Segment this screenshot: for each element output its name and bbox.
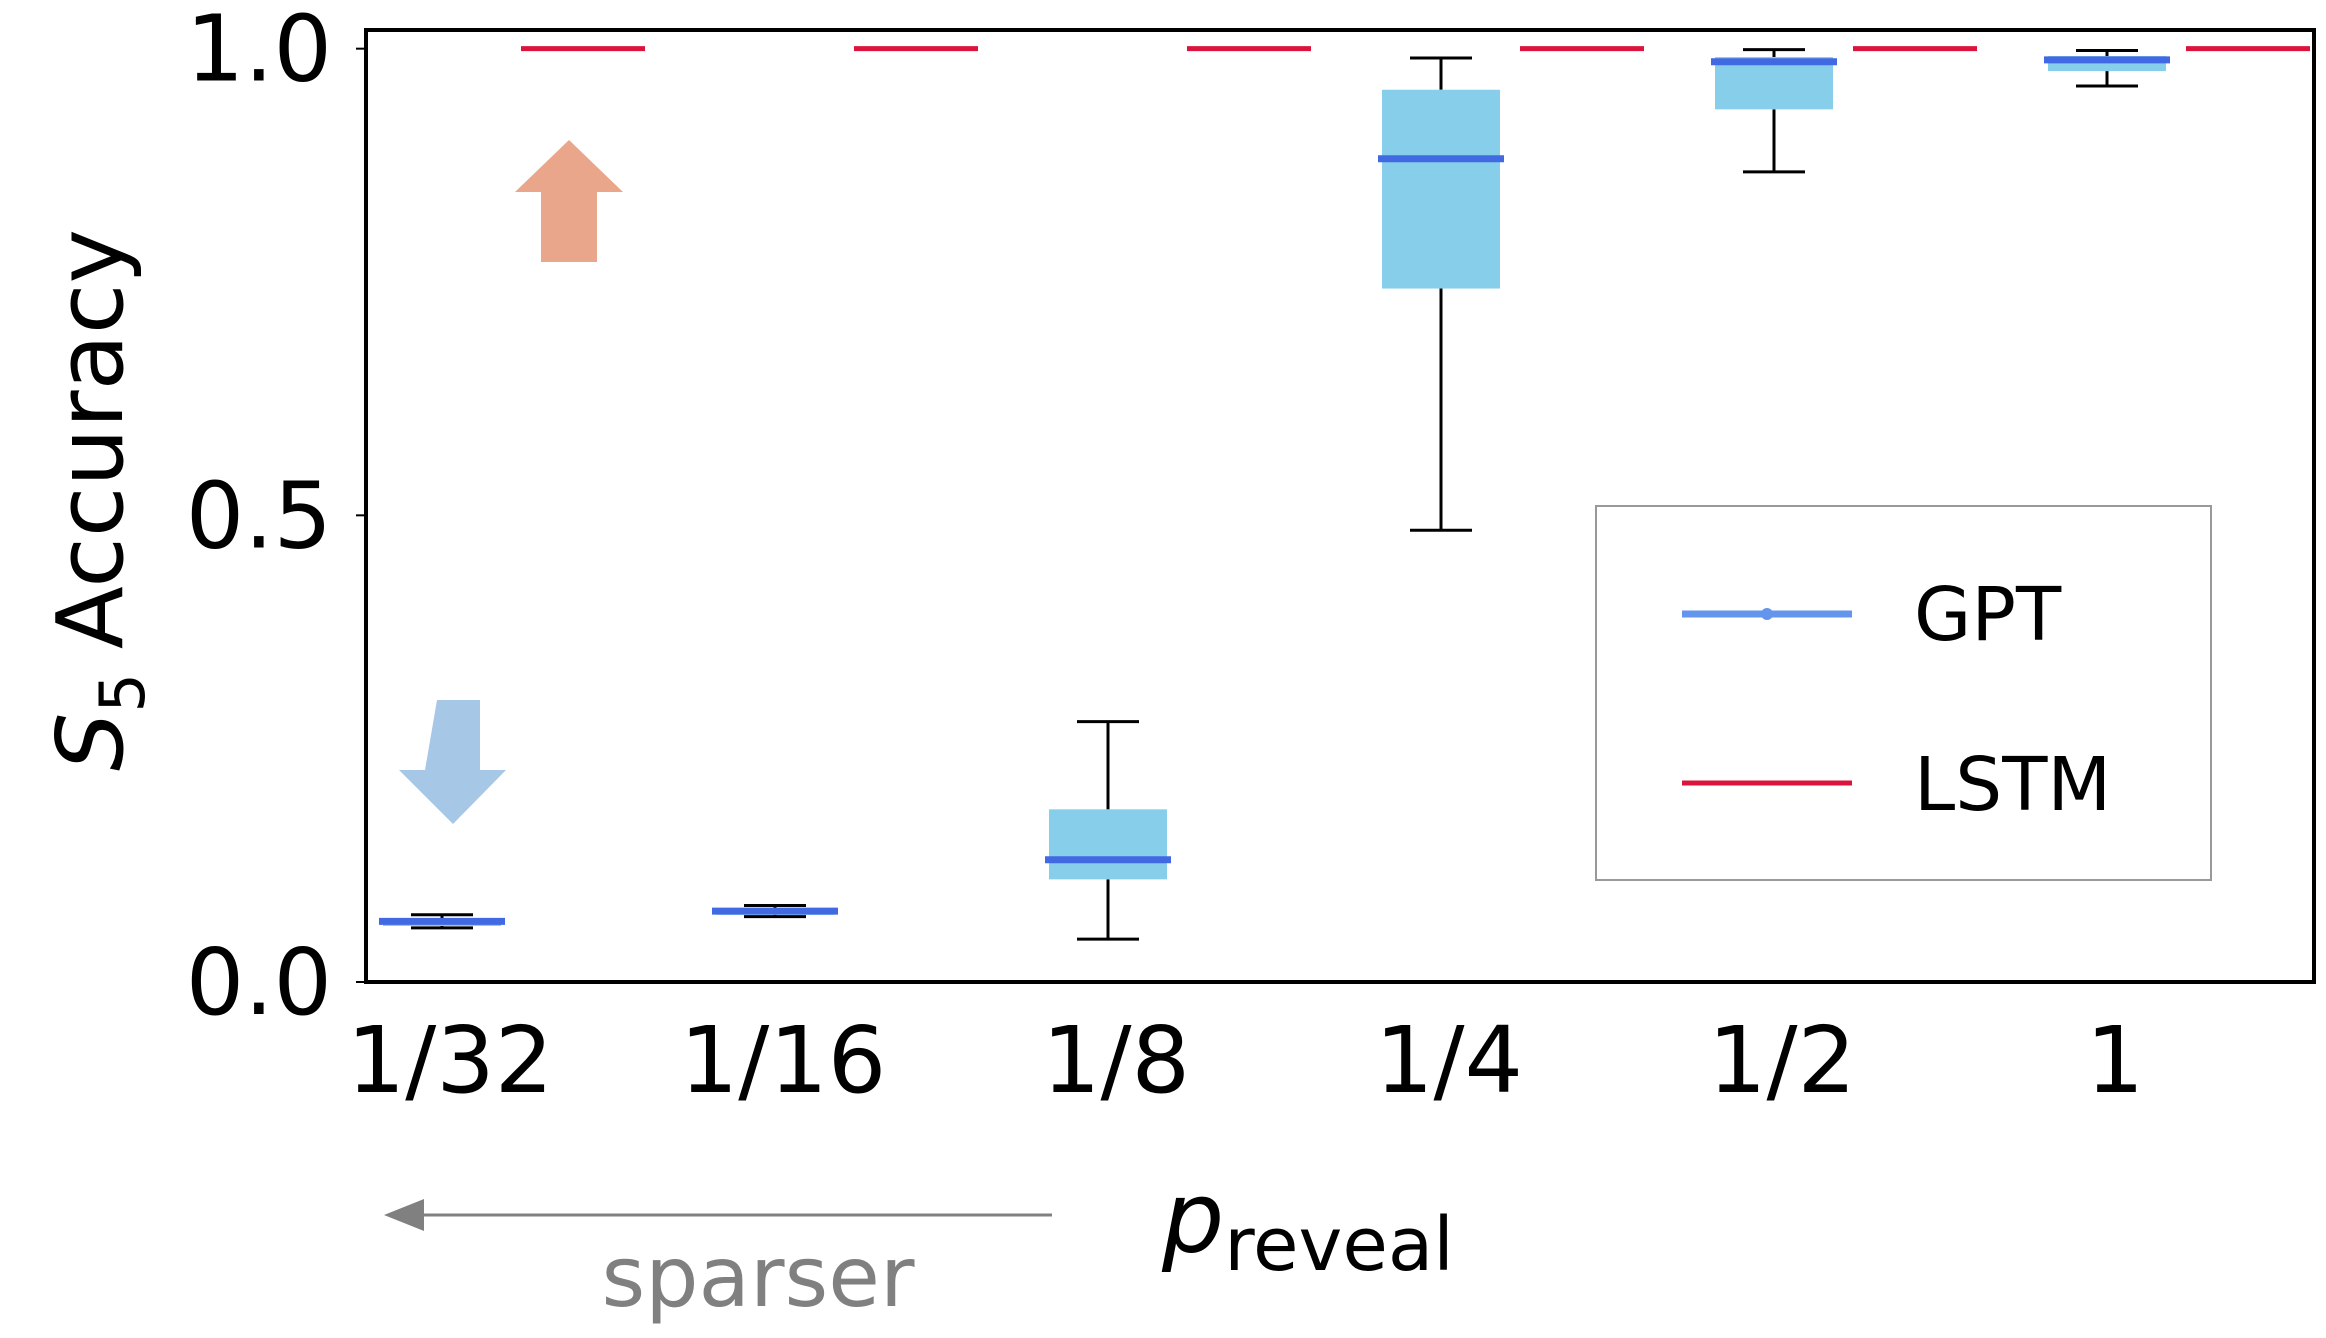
y-ticks: 0.0 0.5 1.0 [186, 0, 366, 1036]
x-axis-label-subscript: reveal [1224, 1202, 1454, 1288]
gpt-box-body [1049, 809, 1167, 880]
legend-lstm-label: LSTM [1914, 742, 2111, 828]
gpt-box-3 [1045, 720, 1171, 941]
x-ticks: 1/32 1/16 1/8 1/4 1/2 1 [347, 1007, 2145, 1114]
legend-gpt-label: GPT [1914, 572, 2062, 658]
y-axis-label-text: Accuracy [37, 229, 144, 649]
boxes-layer [379, 48, 2170, 941]
x-tick-label: 1/16 [680, 1007, 887, 1114]
up-arrow-icon [515, 140, 623, 262]
y-tick-label: 0.0 [186, 929, 332, 1036]
legend-box [1595, 505, 2212, 881]
x-axis-label-symbol: p [1161, 1162, 1224, 1276]
y-axis-label: S5 Accuracy [37, 229, 159, 771]
gpt-box-5 [1711, 48, 1837, 174]
x-tick-label: 1/2 [1708, 1007, 1856, 1114]
legend: GPT LSTM [1595, 505, 2212, 881]
y-tick-label: 1.0 [186, 0, 332, 103]
gpt-box-1 [379, 913, 505, 930]
sparser-label: sparser [601, 1228, 915, 1326]
gpt-box-2 [712, 903, 838, 919]
gpt-box-4 [1378, 56, 1504, 532]
y-axis-label-symbol: S [37, 713, 144, 771]
legend-gpt-marker [1761, 608, 1773, 620]
gpt-box-6 [2044, 49, 2170, 88]
y-tick-label: 0.5 [186, 462, 332, 569]
x-tick-label: 1 [2086, 1007, 2145, 1114]
x-tick-label: 1/4 [1375, 1007, 1523, 1114]
svg-text:S5Accuracy: S5 Accuracy [37, 229, 159, 771]
x-tick-label: 1/8 [1042, 1007, 1190, 1114]
gpt-box-body [1715, 57, 1833, 110]
x-tick-label: 1/32 [347, 1007, 554, 1114]
sparser-arrow-head-icon [384, 1199, 424, 1231]
y-axis-label-subscript: 5 [86, 673, 159, 712]
x-axis-label: preveal [1161, 1162, 1454, 1288]
gpt-box-body [1382, 89, 1500, 289]
plot-frame [364, 28, 2316, 984]
down-arrow-icon [399, 700, 506, 824]
